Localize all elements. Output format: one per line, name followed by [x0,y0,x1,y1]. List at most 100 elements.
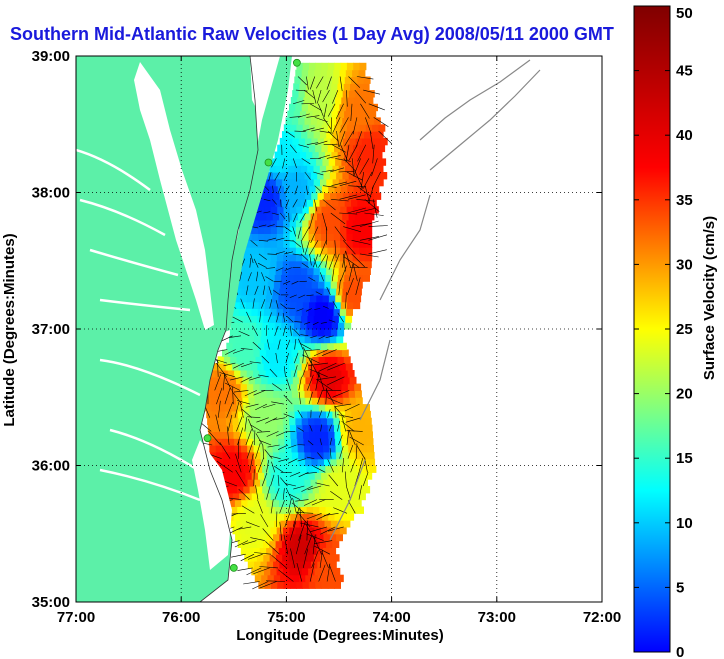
velocity-arrow [302,127,315,132]
velocity-arrow [283,394,293,405]
velocity-arrow [289,325,292,336]
velocity-arrow [350,458,356,473]
velocity-cell [283,226,291,234]
velocity-cell [279,288,287,296]
velocity-cell [276,308,284,316]
velocity-arrow [328,474,339,487]
velocity-arrow [304,89,315,99]
velocity-cell [331,322,339,330]
velocity-cell [354,438,361,446]
velocity-cell [379,158,387,166]
velocity-arrow [318,564,326,582]
velocity-cell [236,404,244,412]
y-axis-label: Latitude (Degrees:Minutes) [1,233,18,426]
velocity-cell [310,117,318,125]
velocity-arrow [215,414,220,432]
velocity-arrow [351,158,355,177]
velocity-cell [344,465,352,473]
velocity-cell [302,124,310,132]
velocity-arrow [269,455,281,459]
velocity-cell [319,199,327,207]
velocity-arrow [364,199,380,212]
velocity-cell [269,199,276,207]
velocity-cell [327,247,335,255]
velocity-arrow [267,224,275,227]
velocity-cell [236,376,243,385]
velocity-cell [320,69,328,78]
velocity-cell [251,567,259,576]
velocity-cell [209,390,217,398]
velocity-cell [304,533,312,542]
velocity-cell [215,383,223,391]
velocity-cell [319,486,326,494]
velocity-cell [319,465,326,473]
velocity-cell [302,206,310,214]
velocity-cell [312,465,320,473]
velocity-cell [311,281,319,289]
velocity-cell [230,322,238,330]
velocity-cell [319,506,327,514]
velocity-cell [304,117,312,125]
velocity-cell [367,117,375,125]
velocity-cell [298,458,306,467]
velocity-arrow [255,485,259,500]
velocity-cell [278,349,286,357]
velocity-cell [239,513,247,521]
coastline [199,56,259,602]
velocity-arrow [330,117,332,132]
velocity-cell [297,445,305,453]
velocity-cell [317,192,325,200]
velocity-cell [228,479,236,487]
velocity-cell [309,62,316,71]
velocity-cell [288,131,296,139]
velocity-cell [279,172,287,180]
velocity-cell [263,363,271,371]
velocity-arrow [292,199,298,208]
velocity-cell [327,308,335,316]
velocity-arrow [297,409,303,418]
velocity-arrow [346,430,363,432]
velocity-arrow [275,352,278,364]
bathymetry-contour [329,59,541,541]
velocity-arrow [307,374,314,391]
velocity-cell [290,301,298,310]
velocity-cell [243,322,251,330]
velocity-cell [295,219,303,228]
velocity-cell [287,274,295,282]
velocity-arrow [347,207,366,214]
velocity-cell [354,383,362,391]
velocity-cell [316,294,324,303]
velocity-cell [311,90,318,98]
velocity-cell [278,438,286,446]
velocity-arrow [330,167,345,173]
velocity-cell [293,404,301,412]
velocity-cell [337,376,344,385]
velocity-arrow [341,457,344,473]
velocity-arrow [276,312,280,323]
velocity-cell [248,329,256,337]
velocity-cell [270,342,278,351]
velocity-cell [336,137,344,146]
velocity-cell [333,492,341,501]
velocity-cell [338,267,346,275]
velocity-cell [321,233,328,241]
velocity-cell [308,144,316,153]
velocity-cell [359,240,366,248]
velocity-cell [314,103,322,112]
velocity-cell [261,281,269,289]
velocity-cell [310,499,318,507]
velocity-cell [359,62,367,71]
velocity-cell [342,172,350,180]
velocity-arrow [338,434,343,446]
velocity-cell [291,479,299,487]
velocity-cell [317,451,325,460]
velocity-cell [302,62,310,71]
velocity-cell [326,315,334,323]
velocity-cell [226,342,234,351]
velocity-arrow [304,535,313,555]
velocity-cell [332,165,340,173]
velocity-cell [271,513,279,521]
velocity-cell [335,445,343,453]
velocity-cell [333,219,341,228]
velocity-cell [363,486,371,494]
